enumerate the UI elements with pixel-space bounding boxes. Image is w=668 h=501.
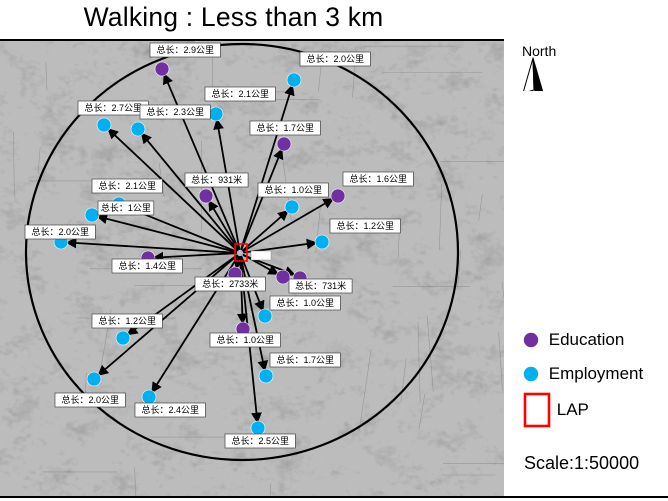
svg-text:总长：2.3公里: 总长：2.3公里 xyxy=(146,106,204,117)
svg-text:总长：2.4公里: 总长：2.4公里 xyxy=(141,404,199,415)
svg-text:总长：1.0公里: 总长：1.0公里 xyxy=(264,184,322,195)
svg-text:总长：1.0公里: 总长：1.0公里 xyxy=(276,297,334,308)
svg-text:总长：2.7公里: 总长：2.7公里 xyxy=(84,102,142,113)
svg-text:总长：2.5公里: 总长：2.5公里 xyxy=(231,435,289,446)
svg-text:总长：2.9公里: 总长：2.9公里 xyxy=(156,44,214,55)
svg-text:总长：2733米: 总长：2733米 xyxy=(202,278,258,289)
svg-text:总长：1.4公里: 总长：1.4公里 xyxy=(118,260,176,271)
svg-text:总长：1.2公里: 总长：1.2公里 xyxy=(98,315,156,326)
svg-text:总长：931米: 总长：931米 xyxy=(191,174,242,185)
svg-text:总长：1.7公里: 总长：1.7公里 xyxy=(256,122,314,133)
svg-text:总长：1.7公里: 总长：1.7公里 xyxy=(276,354,334,365)
svg-text:总长：2.1公里: 总长：2.1公里 xyxy=(98,180,156,191)
svg-text:总长：1.0公里: 总长：1.0公里 xyxy=(216,334,274,345)
svg-text:总长：1.2公里: 总长：1.2公里 xyxy=(336,220,394,231)
svg-text:总长：1公里: 总长：1公里 xyxy=(101,202,151,213)
svg-text:总长：1.6公里: 总长：1.6公里 xyxy=(349,173,407,184)
svg-text:总长：2.0公里: 总长：2.0公里 xyxy=(31,226,89,237)
svg-text:总长：2.0公里: 总长：2.0公里 xyxy=(61,394,119,405)
svg-text:总长：731米: 总长：731米 xyxy=(295,280,346,291)
svg-text:总长：2.0公里: 总长：2.0公里 xyxy=(306,53,364,64)
svg-text:总长：2.1公里: 总长：2.1公里 xyxy=(211,88,269,99)
